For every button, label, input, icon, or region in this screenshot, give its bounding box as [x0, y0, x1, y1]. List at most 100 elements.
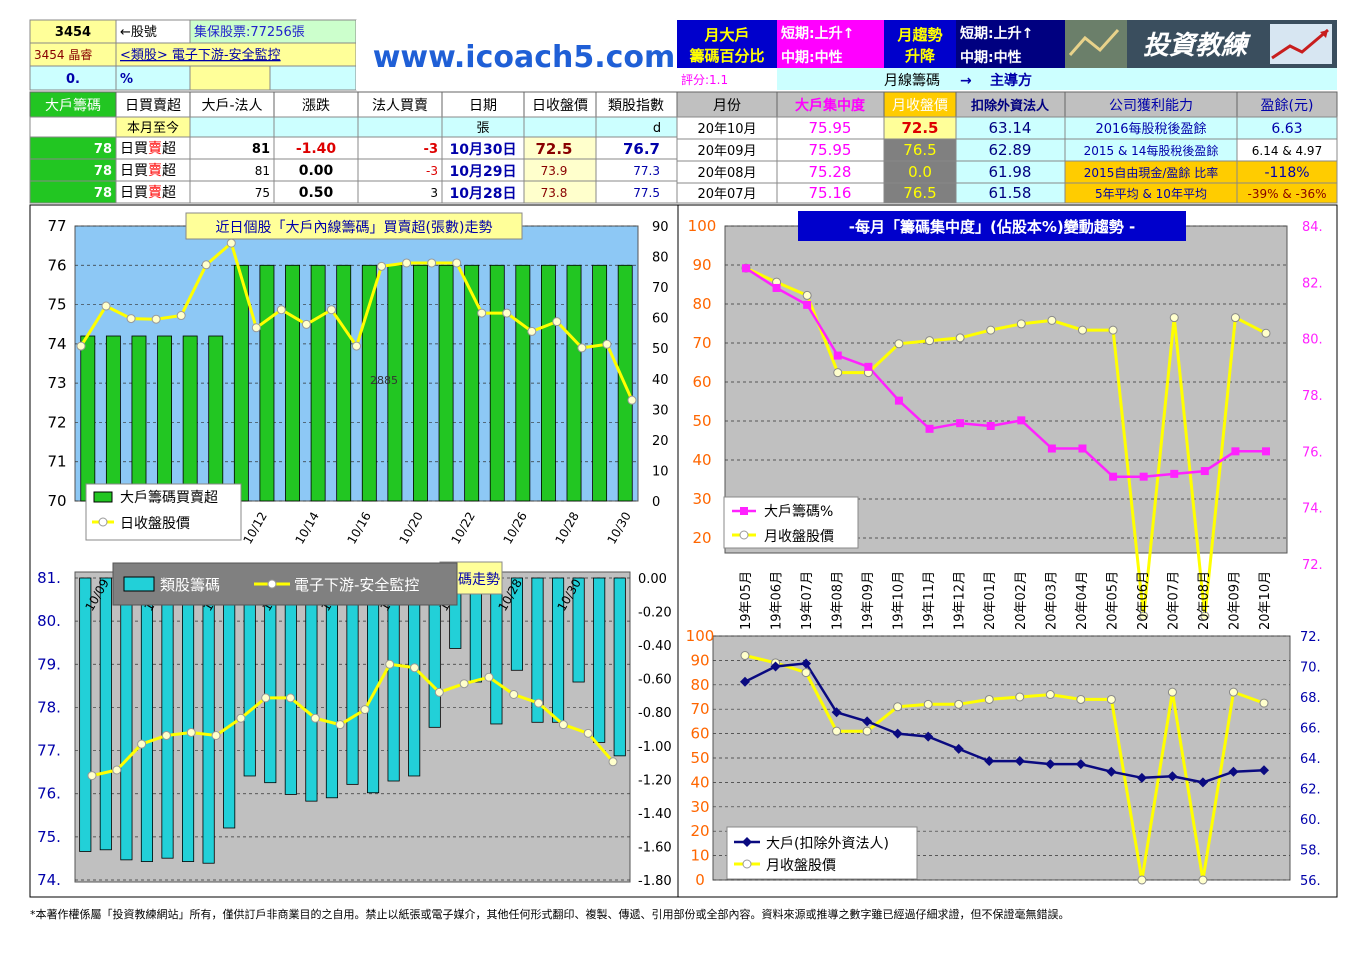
chart4-right-tick-5: 62.	[1300, 783, 1321, 798]
chart4-left-tick-8: 20	[690, 822, 709, 840]
dominant-label: 主導方	[990, 72, 1032, 89]
chart3-bar	[120, 577, 133, 861]
row-inst: 3	[430, 186, 438, 200]
row-month: 20年07月	[697, 187, 756, 202]
chart1-point	[151, 314, 161, 324]
row-excl-foreign: 61.98	[989, 163, 1032, 181]
row-profitability: 2016每股稅後盈餘	[1095, 121, 1206, 137]
chart1-point	[627, 395, 637, 405]
chart4-excl-point	[953, 743, 964, 754]
index-unit-label: d	[653, 121, 661, 136]
chart4-legend-marker-2	[742, 859, 752, 869]
chart-daily-chips: 77 76 75 74 73 72 71 70 90 80 70 60 50 40 30 20 10 0 10/…	[47, 212, 669, 547]
chart4-excl-point	[770, 661, 781, 672]
row-diff: 81	[255, 164, 270, 178]
chart-sector-chips: 81. 80. 79. 78. 77. 76. 75. 74. 0.00 -0.20 -0.40 -…	[37, 561, 672, 889]
chart3-right-tick-1: -0.20	[638, 606, 672, 621]
chart1-point	[527, 326, 537, 336]
chart1-bar	[80, 335, 96, 502]
chart1-point	[402, 258, 412, 268]
chart3-right-tick-9: -1.80	[638, 874, 672, 889]
row-label-a: 日買	[120, 163, 148, 179]
chart3-bar	[510, 577, 523, 671]
row-label-c: 超	[162, 141, 176, 157]
chart4-right-tick-7: 58.	[1300, 844, 1321, 859]
row-month: 20年10月	[697, 122, 756, 137]
chart2-left-tick-5: 50	[692, 412, 711, 430]
row-month: 20年08月	[697, 166, 756, 181]
chart4-price-point	[893, 702, 903, 712]
chart1-bar	[259, 264, 275, 502]
chart4-excl-point	[1167, 771, 1178, 782]
chart1-point	[352, 341, 361, 351]
chart1-left-axis: 77 76 75 74 73 72 71 70	[47, 217, 66, 510]
chart4-price-point	[984, 694, 994, 704]
chart3-right-tick-6: -1.20	[638, 773, 672, 788]
row-index: 76.7	[623, 140, 660, 158]
chart4-price-point	[801, 668, 811, 678]
chart3-legend-bar-swatch	[123, 576, 155, 592]
percent-value: 0.	[66, 72, 80, 87]
chart4-right-tick-1: 70.	[1300, 661, 1321, 676]
chart1-right-axis: 90 80 70 60 50 40 30 20 10 0	[652, 220, 669, 510]
chart3-point	[385, 659, 395, 669]
chart2-price-point	[833, 368, 843, 378]
row-label-c: 超	[162, 163, 176, 179]
row-label: 日買賣超	[120, 185, 176, 201]
chart4-excl-point	[923, 731, 934, 742]
chart4-excl-point	[1075, 759, 1086, 770]
chart1-x-label-7: 10/30	[604, 510, 633, 547]
chart3-point	[608, 757, 618, 767]
mid-term-status-1: 中期:中性	[781, 49, 843, 66]
chart2-price-line	[745, 266, 1267, 617]
chart3-bar	[552, 577, 565, 723]
chart1-right-tick-2: 70	[652, 281, 669, 296]
chart3-left-tick-2: 79.	[37, 655, 61, 673]
chart4-excl-point	[1197, 777, 1208, 788]
chart4-x-label-1: 19年06月	[770, 571, 785, 630]
chart4-price-point	[1259, 698, 1269, 708]
chart4-x-label-7: 19年12月	[953, 571, 968, 630]
row-big-holder: 78	[94, 186, 112, 201]
row-index: 77.3	[633, 164, 660, 178]
col-header-month: 月份	[713, 98, 741, 114]
website-link[interactable]: www.icoach5.com	[373, 40, 676, 75]
col-header-profitability: 公司獲利能力	[1109, 98, 1193, 114]
row-eps: 6.14 & 4.97	[1252, 144, 1322, 158]
row-eps: -118%	[1264, 165, 1309, 181]
chart4-price-point	[1167, 687, 1177, 697]
chart2-title-box	[798, 211, 1186, 241]
chart1-bar	[310, 264, 326, 502]
chart2-concentration-line	[745, 267, 1266, 478]
chart3-bar	[182, 577, 195, 862]
chart2-concentration-point	[1170, 469, 1179, 478]
chart1-left-tick-4: 73	[47, 374, 66, 392]
chart3-point	[211, 730, 221, 740]
chart4-excl-point	[1045, 759, 1056, 770]
chart2-right-tick-0: 84.	[1302, 220, 1323, 235]
chart2-price-point	[1108, 325, 1118, 335]
chart1-right-tick-3: 60	[652, 312, 669, 327]
chart4-excl-point	[862, 716, 873, 727]
row-change: 0.00	[299, 163, 334, 179]
row-label: 日買賣超	[120, 163, 176, 179]
chart2-left-tick-6: 40	[692, 451, 711, 469]
chart3-point	[534, 698, 544, 708]
chart2-price-point	[1016, 319, 1026, 329]
chart3-bar	[593, 577, 606, 743]
col-header-big: 大戶籌碼	[45, 98, 101, 114]
chart1-legend-marker	[98, 517, 108, 527]
chart1-point	[176, 311, 186, 321]
row-profitability: 2015自由現金/盈餘 比率	[1084, 165, 1218, 180]
chart3-left-tick-6: 75.	[37, 828, 61, 846]
chart4-excl-point	[1014, 756, 1025, 767]
chart4-price-point	[1106, 694, 1116, 704]
chart2-left-tick-1: 90	[692, 256, 711, 274]
row-date: 10月28日	[450, 186, 517, 202]
chart3-bar	[613, 577, 626, 757]
row-profitability: 2015 & 14每股稅後盈餘	[1084, 143, 1219, 158]
row-close: 73.8	[541, 186, 568, 200]
chart4-price-line	[744, 654, 1265, 881]
chart4-x-label-11: 20年04月	[1075, 571, 1090, 630]
row-eps: 6.63	[1271, 121, 1302, 137]
